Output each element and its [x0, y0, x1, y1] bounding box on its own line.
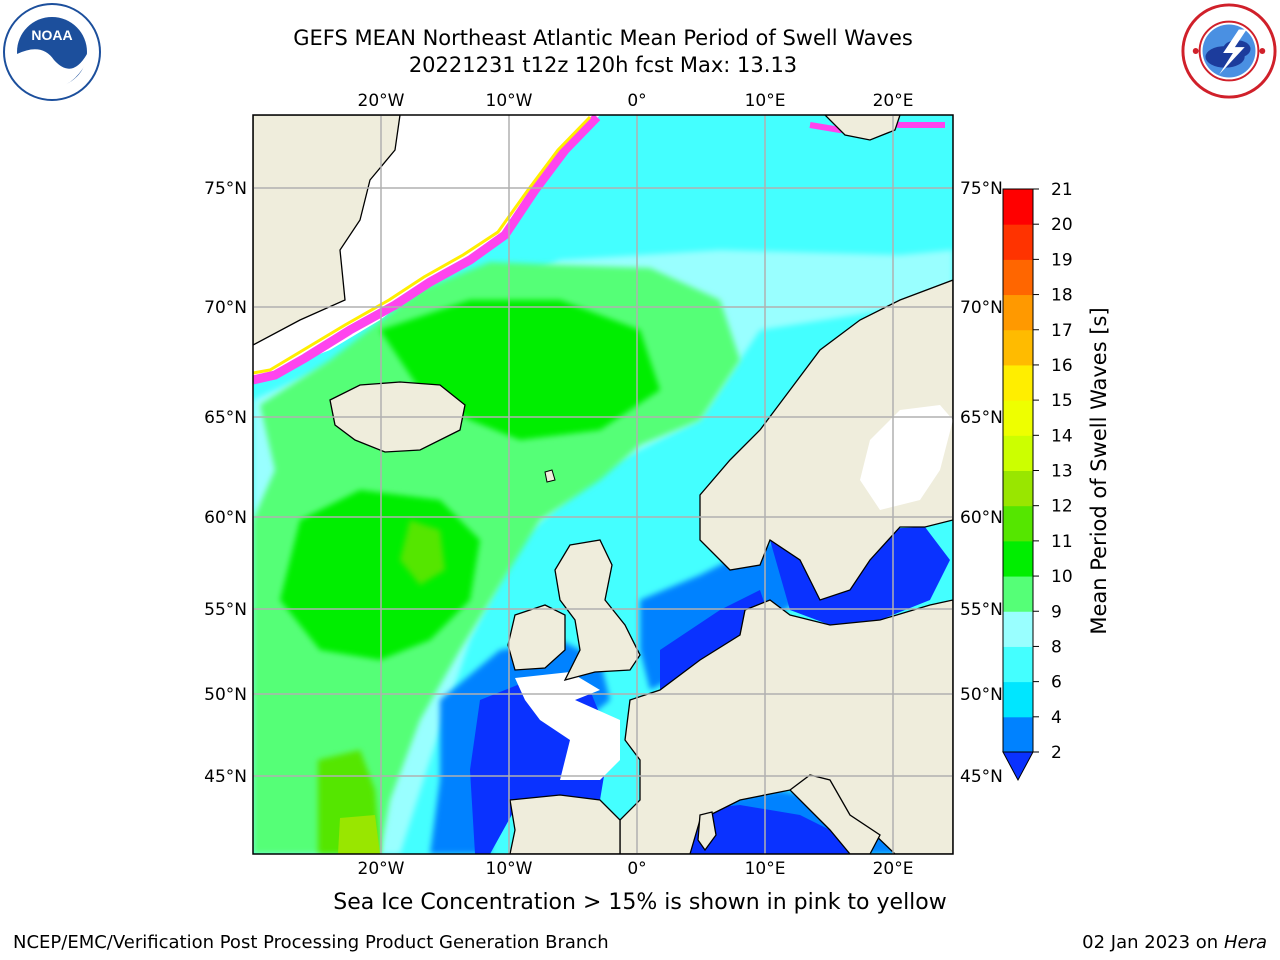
map-panel	[253, 115, 953, 854]
footer-credit: NCEP/EMC/Verification Post Processing Pr…	[13, 932, 609, 953]
colorbar-segment	[1003, 400, 1033, 436]
colorbar-segment	[1003, 505, 1033, 542]
colorbar-segment	[1003, 364, 1033, 401]
chart-title: GEFS MEAN Northeast Atlantic Mean Period…	[293, 26, 913, 50]
lon-label-top: 0°	[627, 91, 646, 111]
colorbar-tick-label: 11	[1051, 532, 1073, 552]
italy-land	[789, 774, 881, 854]
noaa-logo-icon: NOAA	[3, 3, 101, 101]
lon-label-bottom: 20°W	[358, 859, 405, 879]
colorbar-segment	[1003, 259, 1033, 296]
colorbar-segment	[1003, 540, 1033, 577]
colorbar-extend-min	[1002, 751, 1034, 782]
lat-label-right: 70°N	[960, 298, 1003, 318]
lon-label-bottom: 10°W	[486, 859, 533, 879]
colorbar-tick-label: 10	[1051, 567, 1073, 587]
lat-label-right: 45°N	[960, 767, 1003, 787]
colorbar-tick-label: 18	[1051, 286, 1073, 306]
swell-2-4s-northsea	[660, 590, 770, 690]
lon-label-top: 20°W	[358, 91, 405, 111]
greenland-land	[253, 115, 401, 346]
nodata-biscay	[515, 672, 620, 780]
map-gridlines	[253, 115, 953, 854]
colorbar-segment	[1003, 329, 1033, 366]
lon-label-bottom: 0°	[627, 859, 646, 879]
colorbar-tick-label: 21	[1051, 180, 1073, 200]
map-frame	[252, 114, 954, 855]
swell-12s-patch	[400, 520, 445, 585]
lat-label-left: 75°N	[204, 179, 247, 199]
map-figure: 20°W 10°W 0° 10°E 20°E 20°W 10°W 0° 10°E…	[204, 91, 1111, 879]
colorbar-segment	[1003, 681, 1033, 718]
colorbar-tick-label: 17	[1051, 321, 1073, 341]
lat-label-right: 55°N	[960, 600, 1003, 620]
corsica-sardinia-land	[697, 811, 717, 852]
chart-subtitle: 20221231 t12z 120h fcst Max: 13.13	[408, 53, 798, 77]
lat-label-right: 50°N	[960, 685, 1003, 705]
great-britain-land	[554, 539, 641, 681]
swell-13s-max	[338, 815, 380, 854]
colorbar-tick-label: 15	[1051, 391, 1073, 411]
scandinavia-land	[699, 279, 953, 601]
colorbar-segment	[1003, 435, 1033, 471]
lat-label-left: 50°N	[204, 685, 247, 705]
footer-machine: Hera	[1223, 932, 1267, 953]
colorbar-tick-label: 8	[1051, 637, 1062, 657]
lat-label-right: 65°N	[960, 408, 1003, 428]
iberia-land	[509, 794, 621, 854]
colorbar-tick-label: 6	[1051, 673, 1062, 693]
lon-label-bottom: 20°E	[873, 859, 914, 879]
lat-labels-right: 75°N 70°N 65°N 60°N 55°N 50°N 45°N	[960, 179, 1003, 787]
colorbar-tick-label: 4	[1051, 708, 1062, 728]
lon-label-top: 10°W	[486, 91, 533, 111]
gulf-of-bothnia-nodata	[860, 405, 953, 510]
colorbar-segment	[1003, 470, 1033, 507]
lat-label-left: 45°N	[204, 767, 247, 787]
colorbar-tick-label: 20	[1051, 215, 1073, 235]
lon-label-bottom: 10°E	[745, 859, 786, 879]
colorbar	[1002, 188, 1034, 782]
colorbar-tick-labels: 2 4 6 8 9 10 11 12 13 14 15 16 17 18 19 20 21	[1033, 180, 1073, 763]
sea-ice-note: Sea Ice Concentration > 15% is shown in …	[333, 890, 947, 915]
colorbar-tick-label: 9	[1051, 602, 1062, 622]
colorbar-segment	[1003, 576, 1033, 612]
footer-date: 02 Jan 2023 on Hera	[1082, 932, 1267, 953]
lon-label-top: 20°E	[873, 91, 914, 111]
colorbar-tick-label: 12	[1051, 497, 1073, 517]
lat-label-right: 60°N	[960, 508, 1003, 528]
svg-text:NOAA: NOAA	[31, 27, 72, 43]
colorbar-tick-label: 13	[1051, 462, 1073, 482]
colorbar-segment	[1003, 646, 1033, 683]
faroe-islands	[544, 469, 556, 483]
colorbar-label: Mean Period of Swell Waves [s]	[1087, 307, 1111, 634]
lat-label-left: 55°N	[204, 600, 247, 620]
lon-labels-bottom: 20°W 10°W 0° 10°E 20°E	[358, 859, 914, 879]
svalbard-land	[824, 115, 901, 141]
colorbar-segment	[1003, 294, 1033, 331]
lon-label-top: 10°E	[745, 91, 786, 111]
colorbar-tick-label: 14	[1051, 426, 1073, 446]
lon-labels-top: 20°W 10°W 0° 10°E 20°E	[358, 91, 914, 111]
sea-ice-edge-yellow	[253, 115, 592, 375]
colorbar-segment	[1003, 716, 1033, 753]
colorbar-segment	[1003, 224, 1033, 260]
colorbar-tick-label: 2	[1051, 743, 1062, 763]
colorbar-segment	[1003, 611, 1033, 647]
colorbar-segment	[1003, 189, 1033, 225]
colorbar-tick-label: 19	[1051, 250, 1073, 270]
lat-label-right: 75°N	[960, 179, 1003, 199]
sea-ice-edge	[253, 115, 601, 385]
nws-logo-icon	[1181, 3, 1277, 99]
footer-date-text: 02 Jan 2023 on	[1082, 932, 1219, 953]
lat-label-left: 60°N	[204, 508, 247, 528]
lat-labels-left: 75°N 70°N 65°N 60°N 55°N 50°N 45°N	[204, 179, 247, 787]
colorbar-tick-label: 16	[1051, 356, 1073, 376]
lat-label-left: 70°N	[204, 298, 247, 318]
lat-label-left: 65°N	[204, 408, 247, 428]
swell-2-4s-mediterranean	[670, 805, 870, 854]
